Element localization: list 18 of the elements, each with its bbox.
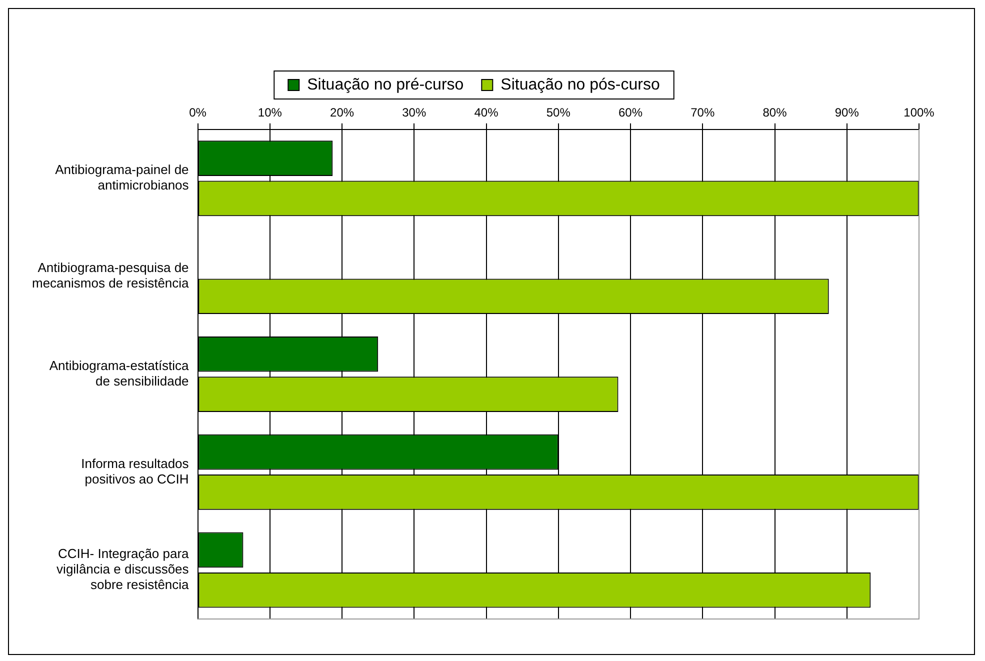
- y-tick-label: Antibiograma-pesquisa de mecanismos de resistência: [32, 260, 190, 291]
- legend-label: Situação no pré-curso: [307, 76, 464, 94]
- x-tick-label: 90%: [834, 106, 860, 120]
- y-tick-label: Informa resultados positivos ao CCIH: [81, 456, 190, 486]
- y-tick-label: CCIH- Integração para vigilância e discussões sobre resistência: [56, 546, 190, 592]
- legend-label: Situação no pós-curso: [500, 76, 660, 94]
- x-tick-label: 0%: [189, 106, 207, 120]
- y-tick-label: Antibiograma-estatística de sensibilidade: [49, 358, 190, 389]
- x-tick-label: 70%: [690, 106, 715, 120]
- x-tick-label: 100%: [904, 106, 935, 120]
- x-tick-label: 80%: [762, 106, 788, 120]
- x-tick-label: 50%: [546, 106, 571, 120]
- x-tick-label: 30%: [402, 106, 426, 120]
- y-tick-label: Antibiograma-painel de antimicrobianos: [55, 162, 190, 193]
- x-tick-label: 10%: [258, 106, 282, 120]
- x-tick-label: 20%: [330, 106, 354, 120]
- x-tick-label: 40%: [474, 106, 499, 120]
- x-tick-label: 60%: [618, 106, 643, 120]
